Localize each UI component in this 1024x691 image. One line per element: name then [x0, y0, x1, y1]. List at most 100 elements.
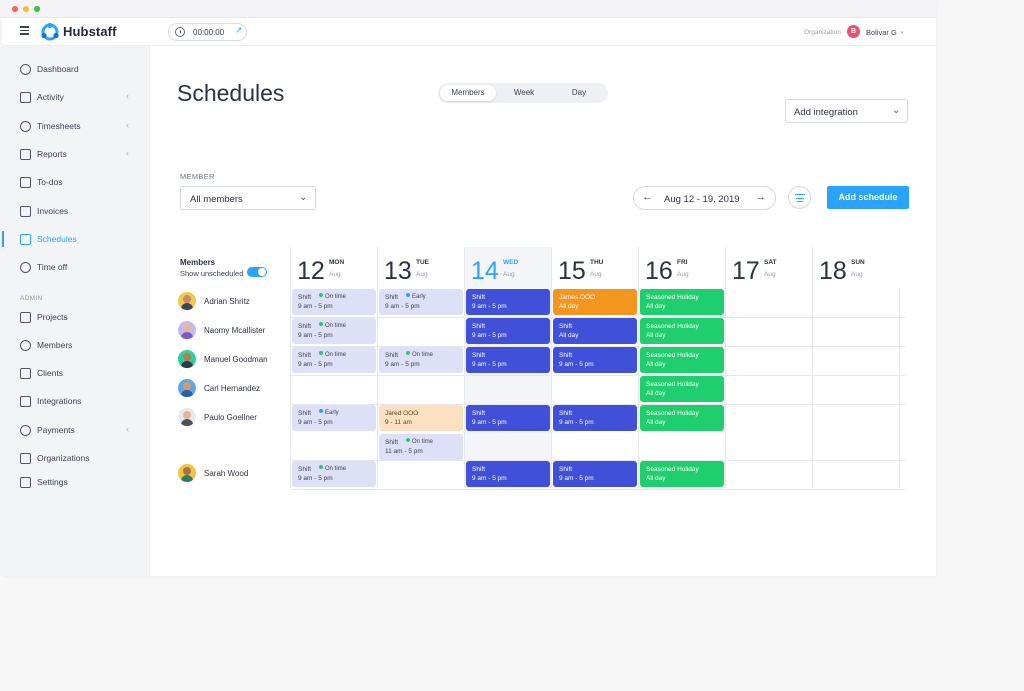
- sidebar-item-integrations[interactable]: Integrations: [2, 391, 150, 411]
- open-timer-icon[interactable]: ↗: [235, 25, 243, 35]
- status-dot-icon: [319, 409, 323, 413]
- sidebar-item-payments[interactable]: Payments ‹: [2, 420, 150, 440]
- schedule-event[interactable]: Seasoned Holiday All day: [640, 376, 724, 402]
- schedule-event[interactable]: Shift 11 am - 5 pm On time: [379, 434, 463, 460]
- schedule-event[interactable]: Seasoned Holiday All day: [640, 405, 724, 431]
- chevron-down-icon[interactable]: ⌄: [899, 28, 905, 35]
- column-divider: [899, 288, 900, 488]
- event-time: 9 am - 5 pm: [472, 475, 507, 482]
- schedule-event[interactable]: Shift 9 am - 5 pm: [553, 461, 637, 487]
- event-title: Seasoned Holiday: [646, 381, 699, 388]
- day-month: Aug: [329, 271, 341, 278]
- event-title: Shift: [472, 323, 486, 330]
- chevron-left-icon[interactable]: ‹: [126, 91, 129, 101]
- day-header: 13 TUE Aug: [377, 247, 464, 288]
- close-window-dot[interactable]: [12, 6, 18, 12]
- schedule-event[interactable]: Shift 9 am - 5 pm: [466, 405, 550, 431]
- sidebar-item-activity[interactable]: Activity ‹: [2, 87, 150, 107]
- schedule-event[interactable]: Shift 9 am - 5 pm: [466, 318, 550, 344]
- event-time: All day: [559, 332, 579, 339]
- event-title: James OOO: [559, 294, 596, 301]
- tab-day[interactable]: Day: [571, 88, 587, 97]
- arrow-left-icon[interactable]: ←: [642, 191, 653, 203]
- show-unscheduled-toggle[interactable]: [247, 267, 267, 277]
- user-avatar[interactable]: B: [847, 25, 860, 38]
- day-name: SUN: [851, 259, 865, 266]
- avatar: [178, 321, 196, 339]
- day-header: 12 MON Aug: [290, 247, 377, 288]
- schedule-event[interactable]: Shift 9 am - 5 pm: [553, 405, 637, 431]
- avatar: [178, 350, 196, 368]
- event-time: All day: [646, 419, 666, 426]
- event-title: Shift: [559, 323, 573, 330]
- menu-icon[interactable]: [20, 26, 29, 35]
- chevron-left-icon[interactable]: ‹: [126, 120, 129, 130]
- sidebar-item-label: Timesheets: [37, 121, 81, 131]
- sidebar-item-organizations[interactable]: Organizations: [2, 448, 150, 468]
- chevron-left-icon[interactable]: ‹: [126, 424, 129, 434]
- sidebar-item-label: Projects: [37, 312, 68, 322]
- event-status-label: On time: [325, 352, 347, 358]
- sidebar-item-label: Members: [37, 340, 73, 350]
- day-name: SAT: [764, 259, 777, 266]
- tab-members[interactable]: Members: [440, 85, 496, 101]
- schedule-event[interactable]: Shift 9 am - 5 pm On time: [379, 347, 463, 373]
- event-status-label: On time: [412, 352, 434, 358]
- member-filter-select[interactable]: All members ⌄: [180, 186, 316, 210]
- clock-icon: [20, 121, 31, 132]
- schedule-event[interactable]: Jared OOO 9 - 11 am: [379, 405, 463, 431]
- timer-widget[interactable]: 00:00:00 ↗: [168, 23, 247, 41]
- add-integration-select[interactable]: Add integration ⌄: [785, 99, 908, 123]
- activity-icon: [20, 92, 31, 103]
- status-dot-icon: [319, 351, 323, 355]
- filter-button[interactable]: [788, 186, 811, 209]
- sidebar-item-label: Time off: [37, 262, 68, 272]
- schedule-event[interactable]: James OOO All day: [553, 289, 637, 315]
- minimize-window-dot[interactable]: [23, 6, 29, 12]
- sidebar-item-to-dos[interactable]: To-dos: [2, 172, 150, 192]
- schedule-event[interactable]: Seasoned Holiday All day: [640, 318, 724, 344]
- sidebar-item-schedules[interactable]: Schedules: [2, 229, 150, 249]
- event-time: 9 am - 5 pm: [559, 419, 594, 426]
- schedule-event[interactable]: Shift 9 am - 5 pm On time: [292, 318, 376, 344]
- sidebar-item-clients[interactable]: Clients: [2, 363, 150, 383]
- schedule-event[interactable]: Seasoned Holiday All day: [640, 347, 724, 373]
- tab-week[interactable]: Week: [513, 88, 535, 97]
- sidebar-item-timesheets[interactable]: Timesheets ‹: [2, 116, 150, 136]
- event-title: Shift: [472, 410, 486, 417]
- settings-icon: [20, 477, 31, 488]
- event-title: Shift: [472, 466, 486, 473]
- sidebar-item-reports[interactable]: Reports ‹: [2, 144, 150, 164]
- date-range-picker[interactable]: ← Aug 12 - 19, 2019 →: [633, 186, 776, 210]
- event-time: All day: [646, 361, 666, 368]
- event-time: 9 am - 5 pm: [385, 361, 420, 368]
- schedule-event[interactable]: Shift 9 am - 5 pm On time: [292, 289, 376, 315]
- user-name[interactable]: Bolivar G: [866, 28, 897, 37]
- sidebar-item-invoices[interactable]: Invoices: [2, 201, 150, 221]
- day-number: 14: [471, 257, 499, 285]
- schedule-event[interactable]: Shift 9 am - 5 pm Early: [379, 289, 463, 315]
- schedule-event[interactable]: Shift 9 am - 5 pm On time: [292, 347, 376, 373]
- avatar: [178, 379, 196, 397]
- schedule-event[interactable]: Shift 9 am - 5 pm Early: [292, 405, 376, 431]
- chevron-left-icon[interactable]: ‹: [126, 148, 129, 158]
- add-schedule-button[interactable]: Add schedule: [827, 186, 909, 209]
- schedule-event[interactable]: Shift 9 am - 5 pm: [466, 347, 550, 373]
- sidebar-item-dashboard[interactable]: Dashboard: [2, 59, 150, 79]
- event-title: Jared OOO: [385, 410, 419, 417]
- schedule-event[interactable]: Shift 9 am - 5 pm On time: [292, 461, 376, 487]
- schedule-event[interactable]: Seasoned Holiday All day: [640, 289, 724, 315]
- sidebar-item-members[interactable]: Members: [2, 335, 150, 355]
- admin-section-label: ADMIN: [20, 295, 43, 302]
- sidebar-item-time-off[interactable]: Time off: [2, 257, 150, 277]
- schedule-event[interactable]: Shift All day: [553, 318, 637, 344]
- event-time: 9 am - 5 pm: [298, 303, 333, 310]
- arrow-right-icon[interactable]: →: [755, 191, 766, 203]
- sidebar-item-settings[interactable]: Settings: [2, 472, 150, 492]
- schedule-event[interactable]: Shift 9 am - 5 pm: [466, 461, 550, 487]
- sidebar-item-projects[interactable]: Projects: [2, 307, 150, 327]
- schedule-event[interactable]: Seasoned Holiday All day: [640, 461, 724, 487]
- maximize-window-dot[interactable]: [34, 6, 40, 12]
- schedule-event[interactable]: Shift 9 am - 5 pm: [466, 289, 550, 315]
- schedule-event[interactable]: Shift 9 am - 5 pm: [553, 347, 637, 373]
